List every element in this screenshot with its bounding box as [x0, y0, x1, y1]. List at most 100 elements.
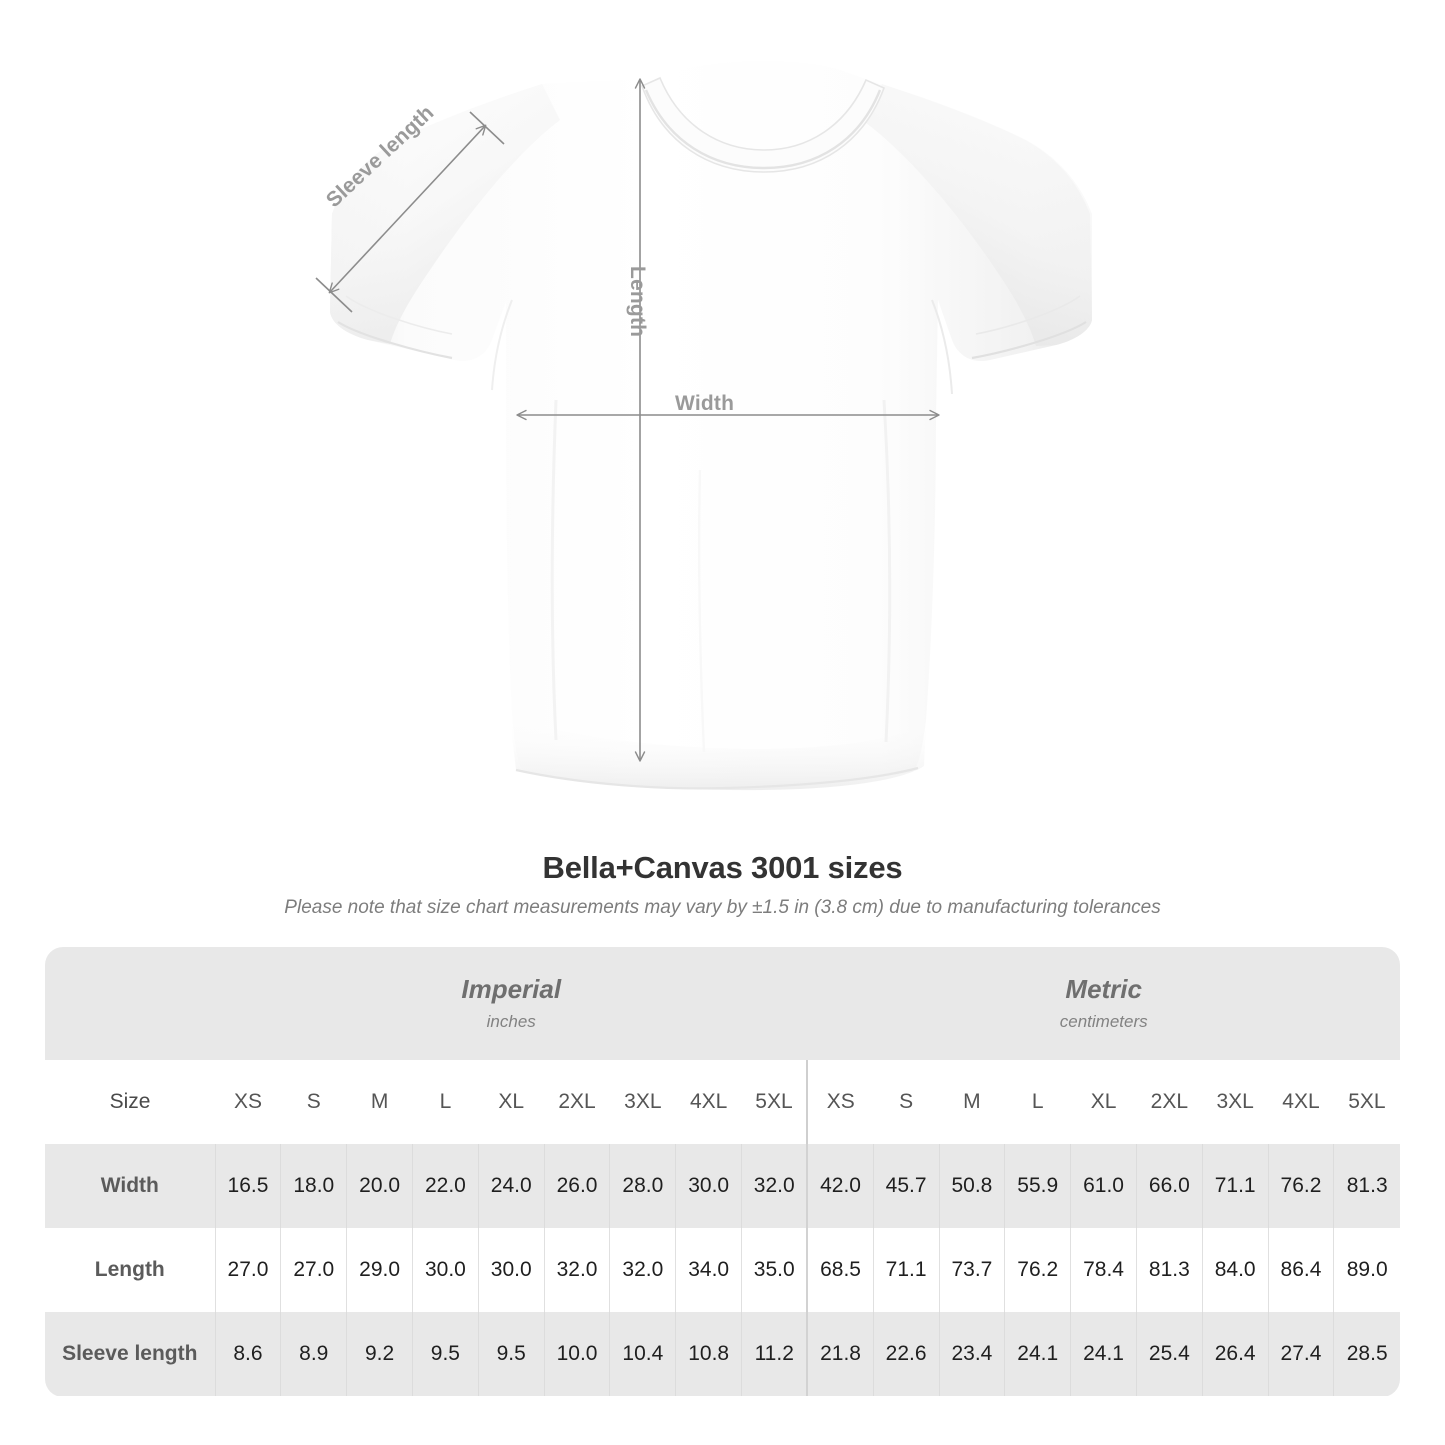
- cell-width-metric-l: 55.9: [1004, 1144, 1071, 1228]
- column-header-metric-3xl: 3XL: [1202, 1060, 1269, 1144]
- length-label: Length: [626, 266, 649, 338]
- column-header-metric-5xl: 5XL: [1333, 1060, 1400, 1144]
- cell-length-metric-3xl: 84.0: [1201, 1228, 1269, 1312]
- size-chart-table: Imperial inches Metric centimeters Size XS S M L…: [45, 947, 1400, 1396]
- unit-banner-row: Imperial inches Metric centimeters: [45, 947, 1400, 1060]
- cell-length-metric-2xl: 81.3: [1135, 1228, 1203, 1312]
- cell-width-metric-xl: 61.0: [1070, 1144, 1137, 1228]
- column-header-metric-4xl: 4XL: [1268, 1060, 1334, 1144]
- cell-width-metric-4xl: 76.2: [1267, 1144, 1334, 1228]
- cell-width-metric-xs: 42.0: [806, 1144, 874, 1228]
- unit-group-name: Imperial: [461, 974, 562, 1005]
- column-header-imperial-m: M: [346, 1060, 413, 1144]
- width-label: Width: [675, 392, 735, 415]
- cell-sleeve-length-imperial-5xl: 11.2: [741, 1312, 808, 1396]
- cell-width-imperial-2xl: 26.0: [543, 1144, 610, 1228]
- cell-width-imperial-4xl: 30.0: [675, 1144, 742, 1228]
- cell-sleeve-length-metric-2xl: 25.4: [1135, 1312, 1203, 1396]
- sleeve-length-arrow: [328, 124, 487, 294]
- cell-length-imperial-m: 29.0: [346, 1228, 413, 1312]
- unit-group-imperial: Imperial inches: [215, 947, 808, 1060]
- cell-width-metric-3xl: 71.1: [1201, 1144, 1269, 1228]
- cell-sleeve-length-imperial-m: 9.2: [346, 1312, 413, 1396]
- cell-length-metric-m: 73.7: [938, 1228, 1005, 1312]
- cell-width-imperial-l: 22.0: [412, 1144, 479, 1228]
- unit-group-metric: Metric centimeters: [807, 947, 1400, 1060]
- row-label-width: Width: [45, 1144, 216, 1228]
- table-row: Sleeve length 8.6 8.9 9.2 9.5 9.5 10.0 10.4 10.8…: [45, 1312, 1400, 1396]
- cell-width-imperial-5xl: 32.0: [741, 1144, 808, 1228]
- column-header-imperial-xl: XL: [478, 1060, 545, 1144]
- column-header-metric-l: L: [1004, 1060, 1071, 1144]
- tshirt-illustration: [315, 61, 1092, 791]
- cell-sleeve-length-metric-3xl: 26.4: [1201, 1312, 1269, 1396]
- table-row: Length 27.0 27.0 29.0 30.0 30.0 32.0 32.0 34.0 35…: [45, 1228, 1400, 1312]
- column-header-imperial-2xl: 2XL: [544, 1060, 610, 1144]
- cell-length-imperial-l: 30.0: [412, 1228, 479, 1312]
- cell-sleeve-length-metric-l: 24.1: [1004, 1312, 1071, 1396]
- unit-group-subtitle: inches: [486, 1011, 536, 1031]
- cell-sleeve-length-imperial-4xl: 10.8: [675, 1312, 742, 1396]
- cell-width-imperial-xl: 24.0: [477, 1144, 545, 1228]
- cell-sleeve-length-metric-xs: 21.8: [806, 1312, 874, 1396]
- dimension-lines: [315, 78, 940, 762]
- page-title: Bella+Canvas 3001 sizes: [542, 850, 903, 885]
- row-label-length: Length: [45, 1228, 216, 1312]
- cell-length-metric-xl: 78.4: [1070, 1228, 1137, 1312]
- unit-group-name: Metric: [1065, 974, 1142, 1005]
- cell-sleeve-length-imperial-xs: 8.6: [214, 1312, 281, 1396]
- cell-width-imperial-xs: 16.5: [214, 1144, 281, 1228]
- cell-sleeve-length-imperial-s: 8.9: [280, 1312, 347, 1396]
- sleeve-tick-upper: [469, 111, 505, 145]
- cell-width-metric-5xl: 81.3: [1333, 1144, 1400, 1228]
- unit-group-subtitle: centimeters: [1059, 1011, 1148, 1031]
- cell-length-imperial-s: 27.0: [280, 1228, 347, 1312]
- column-header-imperial-3xl: 3XL: [609, 1060, 676, 1144]
- cell-sleeve-length-metric-5xl: 28.5: [1333, 1312, 1400, 1396]
- cell-length-imperial-xl: 30.0: [477, 1228, 545, 1312]
- unit-banner-spacer: [45, 947, 216, 1060]
- cell-length-imperial-4xl: 34.0: [675, 1228, 742, 1312]
- cell-length-metric-5xl: 89.0: [1333, 1228, 1400, 1312]
- cell-sleeve-length-metric-xl: 24.1: [1070, 1312, 1137, 1396]
- column-header-metric-xl: XL: [1070, 1060, 1137, 1144]
- cell-width-imperial-m: 20.0: [346, 1144, 413, 1228]
- table-header-row: Size XS S M L XL 2XL 3XL 4XL 5XL XS S M L XL 2XL 3XL 4XL 5…: [45, 1060, 1400, 1144]
- sleeve-tick-lower: [315, 277, 353, 313]
- tolerance-note: Please note that size chart measurements…: [284, 897, 1161, 918]
- cell-sleeve-length-metric-m: 23.4: [938, 1312, 1005, 1396]
- cell-sleeve-length-imperial-3xl: 10.4: [609, 1312, 676, 1396]
- column-header-metric-xs: XS: [806, 1060, 874, 1144]
- cell-length-imperial-3xl: 32.0: [609, 1228, 676, 1312]
- cell-width-imperial-3xl: 28.0: [609, 1144, 676, 1228]
- tshirt-measurement-diagram: Sleeve length Length Width: [315, 61, 1092, 791]
- cell-sleeve-length-imperial-2xl: 10.0: [543, 1312, 610, 1396]
- cell-sleeve-length-metric-4xl: 27.4: [1267, 1312, 1334, 1396]
- cell-sleeve-length-imperial-xl: 9.5: [477, 1312, 545, 1396]
- cell-width-imperial-s: 18.0: [280, 1144, 347, 1228]
- cell-sleeve-length-imperial-l: 9.5: [412, 1312, 479, 1396]
- cell-length-metric-4xl: 86.4: [1267, 1228, 1334, 1312]
- column-header-imperial-l: L: [412, 1060, 479, 1144]
- cell-width-metric-2xl: 66.0: [1135, 1144, 1203, 1228]
- column-header-metric-s: S: [873, 1060, 940, 1144]
- cell-length-metric-l: 76.2: [1004, 1228, 1071, 1312]
- row-label-sleeve-length: Sleeve length: [45, 1312, 216, 1396]
- column-header-size: Size: [45, 1060, 216, 1144]
- column-header-imperial-5xl: 5XL: [741, 1060, 808, 1144]
- column-header-imperial-4xl: 4XL: [675, 1060, 742, 1144]
- cell-width-metric-s: 45.7: [872, 1144, 940, 1228]
- size-chart-table-container: Imperial inches Metric centimeters Size XS S M L…: [45, 947, 1400, 1397]
- cell-length-imperial-xs: 27.0: [214, 1228, 281, 1312]
- cell-length-metric-s: 71.1: [872, 1228, 940, 1312]
- column-header-metric-m: M: [939, 1060, 1005, 1144]
- cell-sleeve-length-metric-s: 22.6: [872, 1312, 940, 1396]
- table-row: Width 16.5 18.0 20.0 22.0 24.0 26.0 28.0 30.0 32.…: [45, 1144, 1400, 1228]
- cell-length-metric-xs: 68.5: [806, 1228, 874, 1312]
- cell-width-metric-m: 50.8: [938, 1144, 1005, 1228]
- cell-length-imperial-2xl: 32.0: [543, 1228, 610, 1312]
- cell-length-imperial-5xl: 35.0: [741, 1228, 808, 1312]
- column-header-metric-2xl: 2XL: [1136, 1060, 1203, 1144]
- column-header-imperial-s: S: [280, 1060, 347, 1144]
- column-header-imperial-xs: XS: [215, 1060, 281, 1144]
